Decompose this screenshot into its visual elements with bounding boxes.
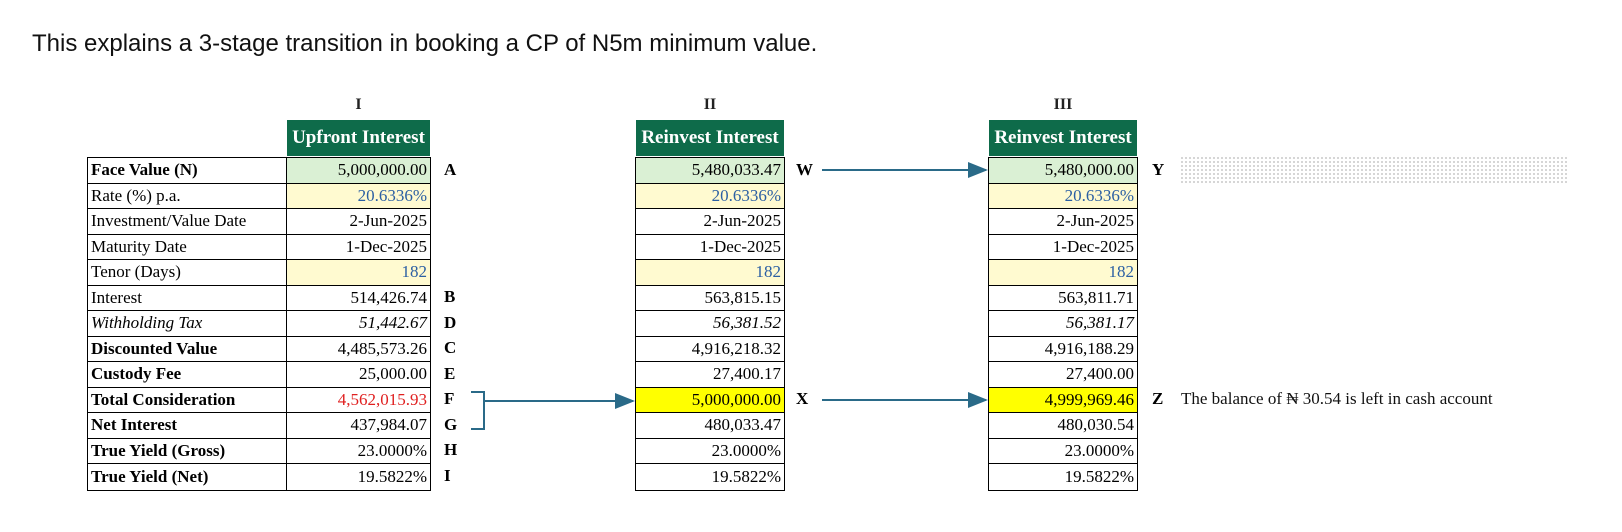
value-cell: 5,000,000.00 bbox=[287, 158, 430, 184]
column-reinvest-interest-iii: 5,480,000.00 20.6336% 2-Jun-2025 1-Dec-2025… bbox=[988, 157, 1138, 491]
reference-letter: D bbox=[444, 312, 457, 332]
value-cell: 182 bbox=[636, 260, 784, 286]
value-cell: 514,426.74 bbox=[287, 286, 430, 311]
column-header-upfront-interest: Upfront Interest bbox=[287, 120, 430, 156]
value-cell: 563,811.71 bbox=[989, 286, 1137, 311]
value-cell: 5,000,000.00 bbox=[636, 387, 784, 413]
value-cell: 27,400.00 bbox=[989, 362, 1137, 388]
column-header-reinvest-interest-ii: Reinvest Interest bbox=[636, 120, 784, 156]
value-cell: 5,480,033.47 bbox=[636, 158, 784, 184]
reference-letter: Y bbox=[1152, 159, 1165, 179]
column-numeral-ii: II bbox=[703, 96, 717, 113]
reference-letter: W bbox=[796, 159, 813, 179]
value-cell: 20.6336% bbox=[636, 183, 784, 209]
column-numeral-i: I bbox=[355, 96, 362, 113]
balance-note: The balance of ₦ 30.54 is left in cash a… bbox=[1181, 389, 1493, 408]
row-labels: Face Value (N) Rate (%) p.a. Investment/Va… bbox=[87, 157, 287, 491]
value-cell: 23.0000% bbox=[636, 439, 784, 464]
value-cell: 182 bbox=[989, 260, 1137, 286]
reference-letter: F bbox=[444, 389, 455, 409]
value-cell: 51,442.67 bbox=[287, 311, 430, 337]
value-cell: 19.5822% bbox=[1064, 466, 1134, 486]
value-cell: 23.0000% bbox=[989, 439, 1137, 464]
value-cell: 4,916,218.32 bbox=[636, 337, 784, 362]
reference-letter: G bbox=[444, 414, 458, 434]
value-cell: 56,381.17 bbox=[989, 311, 1137, 337]
reference-letter: A bbox=[444, 159, 457, 179]
value-cell: 2-Jun-2025 bbox=[287, 209, 430, 235]
reference-letter: B bbox=[444, 287, 456, 307]
value-cell: 480,033.47 bbox=[636, 413, 784, 439]
reference-letter: E bbox=[444, 363, 456, 383]
page-heading: This explains a 3-stage transition in bo… bbox=[32, 30, 818, 57]
reference-letter: X bbox=[796, 389, 809, 409]
value-cell: 25,000.00 bbox=[287, 362, 430, 388]
value-cell: 20.6336% bbox=[989, 183, 1137, 209]
value-cell: 1-Dec-2025 bbox=[636, 235, 784, 260]
value-cell: 19.5822% bbox=[711, 466, 781, 486]
value-cell: 182 bbox=[287, 260, 430, 286]
value-cell: 1-Dec-2025 bbox=[989, 235, 1137, 260]
dotted-pattern bbox=[1180, 156, 1567, 183]
value-cell: 1-Dec-2025 bbox=[287, 235, 430, 260]
value-cell: 56,381.52 bbox=[636, 311, 784, 337]
value-cell: 19.5822% bbox=[357, 466, 427, 486]
value-cell: 563,815.15 bbox=[636, 286, 784, 311]
column-numeral-iii: III bbox=[1053, 96, 1073, 113]
value-cell: 480,030.54 bbox=[989, 413, 1137, 439]
value-cell: 2-Jun-2025 bbox=[636, 209, 784, 235]
value-cell: 27,400.17 bbox=[636, 362, 784, 388]
column-upfront-interest: 5,000,000.00 20.6336% 2-Jun-2025 1-Dec-2025… bbox=[286, 157, 431, 491]
value-cell: 4,999,969.46 bbox=[989, 387, 1137, 413]
value-cell: 2-Jun-2025 bbox=[989, 209, 1137, 235]
value-cell: 5,480,000.00 bbox=[989, 158, 1137, 184]
bracket-f-g bbox=[471, 391, 485, 430]
value-cell: 437,984.07 bbox=[287, 413, 430, 439]
value-cell: 20.6336% bbox=[287, 183, 430, 209]
reference-letter: Z bbox=[1152, 389, 1164, 409]
value-cell: 4,485,573.26 bbox=[287, 337, 430, 362]
reference-letter: I bbox=[444, 465, 451, 485]
column-reinvest-interest-ii: 5,480,033.47 20.6336% 2-Jun-2025 1-Dec-2025… bbox=[635, 157, 785, 491]
reference-letter: H bbox=[444, 440, 458, 460]
value-cell: 23.0000% bbox=[287, 439, 430, 464]
value-cell: 4,562,015.93 bbox=[287, 388, 430, 413]
reference-letter: C bbox=[444, 338, 457, 358]
value-cell: 4,916,188.29 bbox=[989, 337, 1137, 362]
column-header-reinvest-interest-iii: Reinvest Interest bbox=[989, 120, 1137, 156]
